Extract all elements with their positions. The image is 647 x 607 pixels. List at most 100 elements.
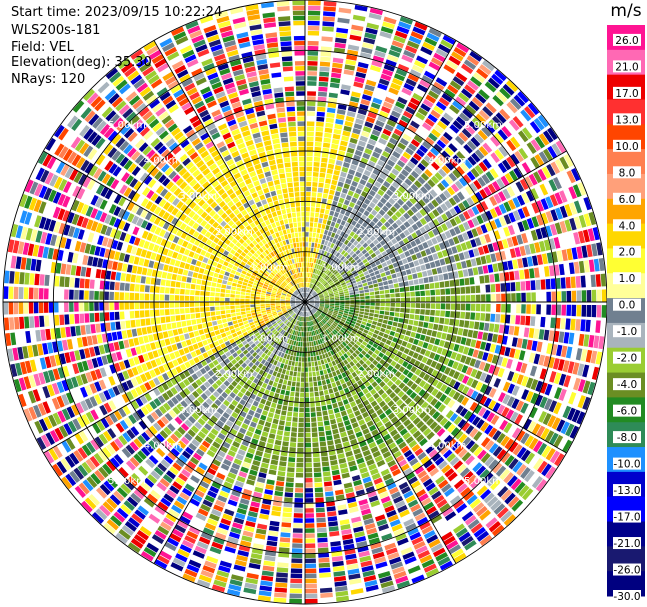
range-gate xyxy=(330,299,335,301)
range-gate xyxy=(245,225,252,231)
range-gate xyxy=(353,288,359,292)
range-gate xyxy=(353,215,360,222)
range-gate xyxy=(353,123,363,130)
range-gate xyxy=(433,105,444,115)
range-gate xyxy=(527,256,534,267)
range-gate xyxy=(344,120,354,127)
range-gate xyxy=(322,147,330,153)
range-gate xyxy=(423,233,431,241)
range-gate xyxy=(490,135,501,147)
range-gate xyxy=(396,159,406,168)
range-gate xyxy=(177,328,184,335)
range-gate xyxy=(372,55,385,63)
range-gate xyxy=(432,209,440,218)
range-gate xyxy=(578,230,586,244)
range-gate xyxy=(550,209,559,222)
range-gate xyxy=(325,204,331,210)
range-gate xyxy=(559,220,567,233)
range-gate xyxy=(231,332,238,338)
range-gate xyxy=(243,61,255,68)
range-gate xyxy=(240,169,248,176)
range-gate xyxy=(361,249,368,255)
range-gate xyxy=(13,286,19,299)
range-gate xyxy=(408,248,415,255)
range-gate xyxy=(365,165,374,172)
range-gate xyxy=(279,219,285,226)
range-gate xyxy=(385,294,390,298)
range-gate xyxy=(262,135,271,142)
range-gate xyxy=(361,279,367,284)
range-gate xyxy=(264,171,272,178)
range-gate xyxy=(308,296,313,300)
range-gate xyxy=(471,217,480,227)
range-gate xyxy=(308,247,311,252)
range-gate xyxy=(265,32,278,39)
range-gate xyxy=(332,216,338,223)
range-gate xyxy=(466,197,475,207)
range-gate xyxy=(428,61,441,71)
range-gate xyxy=(414,202,422,211)
range-gate xyxy=(259,513,269,520)
range-gate xyxy=(125,273,132,282)
range-gate xyxy=(305,206,310,212)
range-gate xyxy=(342,226,348,233)
range-gate xyxy=(330,274,335,279)
range-gate xyxy=(467,219,475,229)
range-gate xyxy=(277,383,282,389)
range-gate xyxy=(169,302,175,308)
range-gate xyxy=(94,302,99,311)
range-gate xyxy=(360,157,369,165)
range-gate xyxy=(323,262,328,268)
range-gate xyxy=(444,146,455,157)
range-gate xyxy=(335,258,340,263)
range-gate xyxy=(351,180,358,188)
range-gate xyxy=(313,268,316,274)
range-gate xyxy=(314,295,319,298)
range-gate xyxy=(321,279,325,284)
range-gate xyxy=(401,54,414,63)
range-gate xyxy=(266,261,272,267)
range-gate xyxy=(530,229,538,241)
range-gate xyxy=(64,302,69,313)
range-gate xyxy=(23,287,29,300)
range-gate xyxy=(110,271,117,281)
range-gate xyxy=(326,270,330,275)
range-gate xyxy=(334,233,340,240)
range-gate xyxy=(283,218,289,224)
range-gate xyxy=(405,147,415,156)
range-gate xyxy=(440,179,450,188)
range-gate xyxy=(398,173,406,181)
range-gate xyxy=(238,41,251,49)
range-gate xyxy=(393,128,403,137)
range-gate xyxy=(469,277,475,285)
range-gate xyxy=(398,282,404,288)
range-gate xyxy=(180,288,185,295)
range-gate xyxy=(308,10,321,16)
range-gate xyxy=(327,264,332,270)
range-gate xyxy=(365,295,370,299)
range-gate xyxy=(306,181,312,187)
range-gate xyxy=(317,192,323,198)
range-gate xyxy=(445,210,453,219)
range-gate xyxy=(166,51,180,61)
range-gate xyxy=(250,29,263,36)
range-gate xyxy=(171,273,177,281)
range-gate xyxy=(325,284,330,289)
range-gate xyxy=(496,178,505,189)
range-gate xyxy=(333,289,338,293)
range-gate xyxy=(218,258,225,265)
range-gate xyxy=(283,273,288,279)
range-gate xyxy=(324,275,329,280)
range-gate xyxy=(256,201,263,208)
range-gate xyxy=(583,260,590,273)
range-gate xyxy=(462,269,469,277)
range-gate xyxy=(420,264,426,271)
range-gate xyxy=(228,212,236,219)
range-gate xyxy=(305,247,308,252)
range-gate xyxy=(306,141,314,147)
range-gate xyxy=(422,41,435,51)
range-gate xyxy=(270,300,275,302)
range-gate xyxy=(475,257,482,266)
range-gate xyxy=(305,267,307,272)
range-gate xyxy=(271,454,279,461)
